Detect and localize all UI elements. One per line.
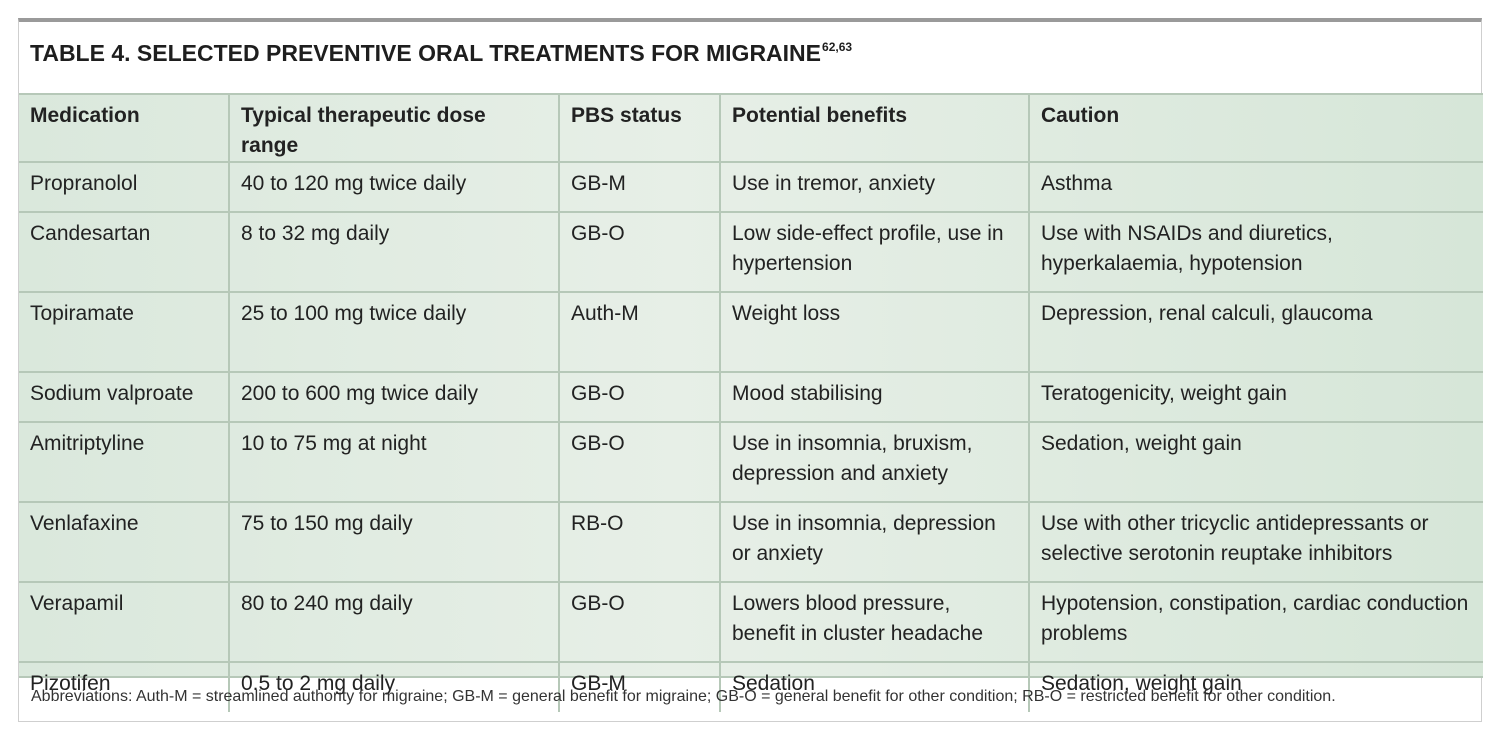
treatments-table: Medication Typical therapeutic dose rang… [19,93,1483,712]
cell-caution: Sedation, weight gain [1041,672,1242,695]
cell-dose: 8 to 32 mg daily [229,212,560,293]
table-references: 62,63 [822,40,853,54]
cell-medication: Amitriptyline [19,422,230,503]
header-row: Medication Typical therapeutic dose rang… [19,93,1483,163]
cell-benefits: Mood stabilising [720,372,1030,423]
cell-dose: 200 to 600 mg twice daily [229,372,560,423]
cell-caution: Depression, renal calculi, glaucoma [1029,292,1483,373]
header-caution: Caution [1029,93,1483,163]
cell-medication: Candesartan [19,212,230,293]
cell-medication: Propranolol [19,162,230,213]
cell-pbs-status: GB-M [559,662,721,712]
cell-benefits: Low side-effect profile, use in hyperten… [720,212,1030,293]
cell-pbs-status: GB-O [559,212,721,293]
cell-dose: 10 to 75 mg at night [229,422,560,503]
table-title: TABLE 4. SELECTED PREVENTIVE ORAL TREATM… [30,40,852,67]
cell-medication: Verapamil [19,582,230,663]
cell-benefits: Sedation [720,662,1030,712]
cell-pbs-status: GB-O [559,422,721,503]
cell-medication: Pizotifen [19,662,230,712]
cell-caution: Asthma [1029,162,1483,213]
table-row: Amitriptyline 10 to 75 mg at night GB-O … [19,422,1483,503]
cell-pbs-status: GB-O [559,582,721,663]
table-row: Sodium valproate 200 to 600 mg twice dai… [19,372,1483,423]
cell-caution: Hypotension, constipation, cardiac condu… [1029,582,1483,663]
table-row: Candesartan 8 to 32 mg daily GB-O Low si… [19,212,1483,293]
cell-pbs-status: RB-O [559,502,721,583]
table-row: Pizotifen 0.5 to 2 mg daily GB-M Sedatio… [19,662,1483,712]
table-title-text: SELECTED PREVENTIVE ORAL TREATMENTS FOR … [136,40,822,66]
cell-medication: Venlafaxine [19,502,230,583]
cell-dose: 40 to 120 mg twice daily [229,162,560,213]
cell-medication: Topiramate [19,292,230,373]
cell-caution: Use with other tricyclic antidepressants… [1029,502,1483,583]
cell-pbs-status: Auth-M [559,292,721,373]
cell-pbs-status: GB-O [559,372,721,423]
table-row: Venlafaxine 75 to 150 mg daily RB-O Use … [19,502,1483,583]
table-row: Propranolol 40 to 120 mg twice daily GB-… [19,162,1483,213]
header-medication: Medication [19,93,230,163]
table-frame: TABLE 4. SELECTED PREVENTIVE ORAL TREATM… [18,18,1483,722]
cell-benefits: Use in insomnia, bruxism, depression and… [720,422,1030,503]
table-number: TABLE 4. [30,40,131,66]
header-dose: Typical therapeutic dose range [229,93,560,163]
cell-medication: Sodium valproate [19,372,230,423]
cell-dose: 75 to 150 mg daily [229,502,560,583]
cell-benefits: Use in tremor, anxiety [720,162,1030,213]
table-row: Topiramate 25 to 100 mg twice daily Auth… [19,292,1483,373]
cell-benefits: Lowers blood pressure, benefit in cluste… [720,582,1030,663]
header-benefits: Potential benefits [720,93,1030,163]
cell-dose: 0.5 to 2 mg daily [229,662,560,712]
cell-caution: Use with NSAIDs and diuretics, hyperkala… [1029,212,1483,293]
cell-caution: Teratogenicity, weight gain [1029,372,1483,423]
cell-benefits: Use in insomnia, depression or anxiety [720,502,1030,583]
header-pbs-status: PBS status [559,93,721,163]
cell-dose: 25 to 100 mg twice daily [229,292,560,373]
table-row: Verapamil 80 to 240 mg daily GB-O Lowers… [19,582,1483,663]
cell-dose: 80 to 240 mg daily [229,582,560,663]
cell-pbs-status: GB-M [559,162,721,213]
cell-benefits: Weight loss [720,292,1030,373]
cell-caution: Sedation, weight gain [1029,422,1483,503]
abbreviations-footnote: Abbreviations: Auth-M = streamlined auth… [31,688,1336,705]
